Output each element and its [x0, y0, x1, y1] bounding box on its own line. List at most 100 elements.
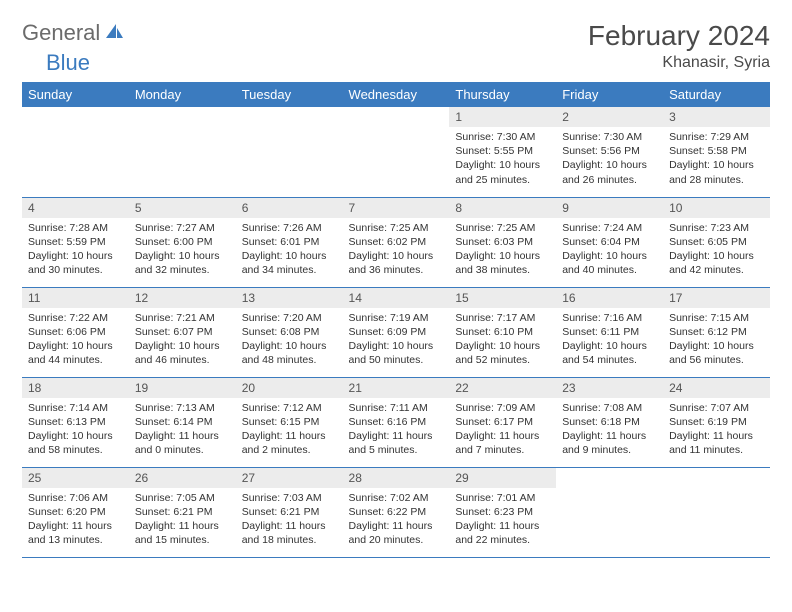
- calendar-day-cell: 7Sunrise: 7:25 AMSunset: 6:02 PMDaylight…: [343, 197, 450, 287]
- calendar-day-cell: [22, 107, 129, 197]
- daylight-text: Daylight: 11 hours and 22 minutes.: [455, 519, 550, 547]
- calendar-day-cell: 27Sunrise: 7:03 AMSunset: 6:21 PMDayligh…: [236, 467, 343, 557]
- sunrise-text: Sunrise: 7:03 AM: [242, 491, 337, 505]
- daylight-text: Daylight: 10 hours and 50 minutes.: [349, 339, 444, 367]
- day-number: 15: [449, 288, 556, 308]
- sunset-text: Sunset: 6:03 PM: [455, 235, 550, 249]
- daylight-text: Daylight: 11 hours and 5 minutes.: [349, 429, 444, 457]
- day-number: 9: [556, 198, 663, 218]
- sunset-text: Sunset: 6:20 PM: [28, 505, 123, 519]
- day-number: 25: [22, 468, 129, 488]
- sunset-text: Sunset: 5:56 PM: [562, 144, 657, 158]
- daylight-text: Daylight: 11 hours and 18 minutes.: [242, 519, 337, 547]
- day-number: 23: [556, 378, 663, 398]
- calendar-day-cell: 20Sunrise: 7:12 AMSunset: 6:15 PMDayligh…: [236, 377, 343, 467]
- day-number: 17: [663, 288, 770, 308]
- day-number: 2: [556, 107, 663, 127]
- sunset-text: Sunset: 6:07 PM: [135, 325, 230, 339]
- calendar-week-row: 18Sunrise: 7:14 AMSunset: 6:13 PMDayligh…: [22, 377, 770, 467]
- day-number: 18: [22, 378, 129, 398]
- weekday-header-row: Sunday Monday Tuesday Wednesday Thursday…: [22, 82, 770, 107]
- month-title: February 2024: [588, 20, 770, 52]
- sunrise-text: Sunrise: 7:11 AM: [349, 401, 444, 415]
- sunrise-text: Sunrise: 7:08 AM: [562, 401, 657, 415]
- day-details: Sunrise: 7:20 AMSunset: 6:08 PMDaylight:…: [236, 308, 343, 372]
- weekday-header: Wednesday: [343, 82, 450, 107]
- day-details: Sunrise: 7:17 AMSunset: 6:10 PMDaylight:…: [449, 308, 556, 372]
- sunset-text: Sunset: 6:13 PM: [28, 415, 123, 429]
- calendar-week-row: 1Sunrise: 7:30 AMSunset: 5:55 PMDaylight…: [22, 107, 770, 197]
- daylight-text: Daylight: 10 hours and 38 minutes.: [455, 249, 550, 277]
- weekday-header: Tuesday: [236, 82, 343, 107]
- weekday-header: Monday: [129, 82, 236, 107]
- calendar-day-cell: 29Sunrise: 7:01 AMSunset: 6:23 PMDayligh…: [449, 467, 556, 557]
- day-details: Sunrise: 7:26 AMSunset: 6:01 PMDaylight:…: [236, 218, 343, 282]
- sunrise-text: Sunrise: 7:25 AM: [455, 221, 550, 235]
- daylight-text: Daylight: 10 hours and 48 minutes.: [242, 339, 337, 367]
- sunrise-text: Sunrise: 7:07 AM: [669, 401, 764, 415]
- calendar-day-cell: 13Sunrise: 7:20 AMSunset: 6:08 PMDayligh…: [236, 287, 343, 377]
- daylight-text: Daylight: 10 hours and 56 minutes.: [669, 339, 764, 367]
- sunrise-text: Sunrise: 7:15 AM: [669, 311, 764, 325]
- daylight-text: Daylight: 10 hours and 25 minutes.: [455, 158, 550, 186]
- calendar-day-cell: 19Sunrise: 7:13 AMSunset: 6:14 PMDayligh…: [129, 377, 236, 467]
- sunrise-text: Sunrise: 7:22 AM: [28, 311, 123, 325]
- sunset-text: Sunset: 6:08 PM: [242, 325, 337, 339]
- weekday-header: Thursday: [449, 82, 556, 107]
- sunset-text: Sunset: 6:10 PM: [455, 325, 550, 339]
- daylight-text: Daylight: 10 hours and 54 minutes.: [562, 339, 657, 367]
- daylight-text: Daylight: 10 hours and 34 minutes.: [242, 249, 337, 277]
- brand-logo: General: [22, 20, 126, 46]
- calendar-day-cell: 23Sunrise: 7:08 AMSunset: 6:18 PMDayligh…: [556, 377, 663, 467]
- day-number: 20: [236, 378, 343, 398]
- day-details: Sunrise: 7:07 AMSunset: 6:19 PMDaylight:…: [663, 398, 770, 462]
- day-number: 24: [663, 378, 770, 398]
- calendar-day-cell: 22Sunrise: 7:09 AMSunset: 6:17 PMDayligh…: [449, 377, 556, 467]
- calendar-day-cell: 18Sunrise: 7:14 AMSunset: 6:13 PMDayligh…: [22, 377, 129, 467]
- calendar-day-cell: 17Sunrise: 7:15 AMSunset: 6:12 PMDayligh…: [663, 287, 770, 377]
- daylight-text: Daylight: 10 hours and 52 minutes.: [455, 339, 550, 367]
- day-details: Sunrise: 7:25 AMSunset: 6:02 PMDaylight:…: [343, 218, 450, 282]
- daylight-text: Daylight: 10 hours and 58 minutes.: [28, 429, 123, 457]
- day-number: 16: [556, 288, 663, 308]
- sunset-text: Sunset: 6:15 PM: [242, 415, 337, 429]
- day-details: Sunrise: 7:30 AMSunset: 5:55 PMDaylight:…: [449, 127, 556, 191]
- sunrise-text: Sunrise: 7:05 AM: [135, 491, 230, 505]
- day-number: 19: [129, 378, 236, 398]
- day-details: Sunrise: 7:25 AMSunset: 6:03 PMDaylight:…: [449, 218, 556, 282]
- sunrise-text: Sunrise: 7:29 AM: [669, 130, 764, 144]
- weekday-header: Saturday: [663, 82, 770, 107]
- sunset-text: Sunset: 6:04 PM: [562, 235, 657, 249]
- day-details: Sunrise: 7:28 AMSunset: 5:59 PMDaylight:…: [22, 218, 129, 282]
- daylight-text: Daylight: 10 hours and 44 minutes.: [28, 339, 123, 367]
- sunset-text: Sunset: 6:17 PM: [455, 415, 550, 429]
- daylight-text: Daylight: 10 hours and 36 minutes.: [349, 249, 444, 277]
- day-details: Sunrise: 7:23 AMSunset: 6:05 PMDaylight:…: [663, 218, 770, 282]
- day-details: Sunrise: 7:12 AMSunset: 6:15 PMDaylight:…: [236, 398, 343, 462]
- day-number: 1: [449, 107, 556, 127]
- calendar-day-cell: 21Sunrise: 7:11 AMSunset: 6:16 PMDayligh…: [343, 377, 450, 467]
- day-details: Sunrise: 7:30 AMSunset: 5:56 PMDaylight:…: [556, 127, 663, 191]
- day-details: Sunrise: 7:05 AMSunset: 6:21 PMDaylight:…: [129, 488, 236, 552]
- sunrise-text: Sunrise: 7:30 AM: [562, 130, 657, 144]
- calendar-day-cell: [343, 107, 450, 197]
- sunset-text: Sunset: 6:11 PM: [562, 325, 657, 339]
- sunrise-text: Sunrise: 7:12 AM: [242, 401, 337, 415]
- sunset-text: Sunset: 6:19 PM: [669, 415, 764, 429]
- sunrise-text: Sunrise: 7:13 AM: [135, 401, 230, 415]
- sunrise-text: Sunrise: 7:21 AM: [135, 311, 230, 325]
- sunset-text: Sunset: 5:59 PM: [28, 235, 123, 249]
- day-details: Sunrise: 7:06 AMSunset: 6:20 PMDaylight:…: [22, 488, 129, 552]
- sunset-text: Sunset: 6:23 PM: [455, 505, 550, 519]
- day-number: 14: [343, 288, 450, 308]
- sail-icon: [104, 22, 124, 45]
- daylight-text: Daylight: 11 hours and 20 minutes.: [349, 519, 444, 547]
- calendar-day-cell: [236, 107, 343, 197]
- day-details: Sunrise: 7:13 AMSunset: 6:14 PMDaylight:…: [129, 398, 236, 462]
- weekday-header: Sunday: [22, 82, 129, 107]
- day-number: 28: [343, 468, 450, 488]
- sunrise-text: Sunrise: 7:09 AM: [455, 401, 550, 415]
- calendar-day-cell: [663, 467, 770, 557]
- sunset-text: Sunset: 6:21 PM: [242, 505, 337, 519]
- day-number: 10: [663, 198, 770, 218]
